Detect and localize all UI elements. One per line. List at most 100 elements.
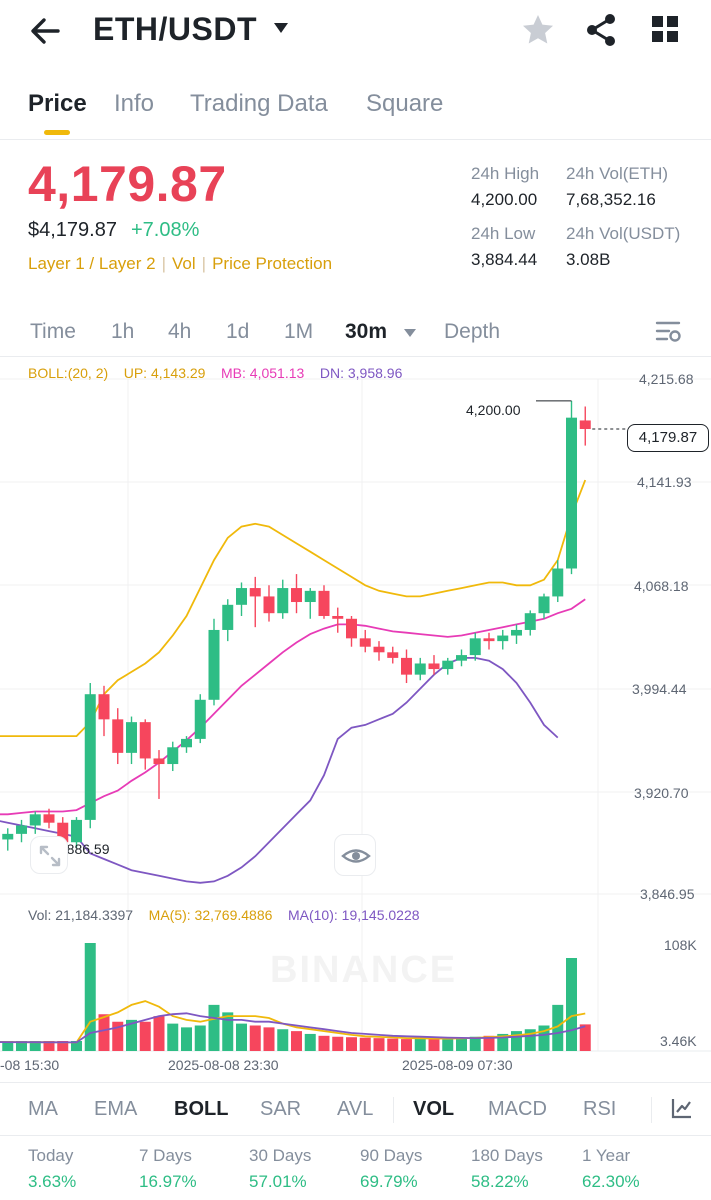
interval-30m[interactable]: 30m bbox=[345, 320, 388, 343]
vol-usdt-24h-value: 3.08B bbox=[566, 250, 611, 269]
perf-90d-value: 69.79% bbox=[360, 1172, 418, 1191]
candle-body bbox=[57, 822, 69, 843]
current-price-tag[interactable]: 4,179.87 bbox=[627, 424, 709, 452]
indicator-sar[interactable]: SAR bbox=[260, 1098, 302, 1120]
volume-bar bbox=[153, 1016, 165, 1051]
vol-usdt-24h-label: 24h Vol(USDT) bbox=[566, 224, 681, 243]
eye-icon[interactable] bbox=[334, 834, 376, 876]
volume-bar bbox=[208, 1004, 220, 1051]
volume-bar bbox=[497, 1033, 509, 1051]
perf-1y-value: 62.30% bbox=[582, 1172, 640, 1191]
star-icon[interactable] bbox=[520, 12, 556, 48]
indicator-vol[interactable]: VOL bbox=[413, 1098, 455, 1120]
interval-1d[interactable]: 1d bbox=[226, 320, 250, 343]
candle-body bbox=[456, 655, 467, 661]
volume-bar bbox=[2, 1041, 14, 1051]
volume-bar bbox=[428, 1038, 440, 1051]
indicator-settings-icon[interactable] bbox=[670, 1096, 694, 1120]
candle-body bbox=[16, 825, 27, 834]
indicator-ema[interactable]: EMA bbox=[94, 1098, 138, 1120]
tag-vol[interactable]: Vol bbox=[172, 254, 196, 273]
volume-bar bbox=[194, 1025, 206, 1051]
candle-body bbox=[181, 738, 192, 748]
perf-7d-label: 7 Days bbox=[139, 1146, 192, 1165]
volume-bar bbox=[511, 1031, 522, 1051]
interval-depth[interactable]: Depth bbox=[444, 320, 501, 343]
candle-body bbox=[442, 660, 454, 670]
interval-1h[interactable]: 1h bbox=[111, 320, 135, 343]
grid-icon[interactable] bbox=[650, 14, 680, 44]
tab-price[interactable]: Price bbox=[28, 90, 87, 117]
price-axis-label: 3,920.70 bbox=[634, 785, 689, 801]
tab-square[interactable]: Square bbox=[366, 90, 444, 117]
candle-body bbox=[469, 638, 481, 656]
candle-body bbox=[98, 694, 110, 720]
price-axis-label: 3,846.95 bbox=[640, 886, 695, 902]
fiat-price: $4,179.87 bbox=[28, 219, 117, 241]
candle-body bbox=[277, 588, 289, 614]
candle-body bbox=[2, 833, 14, 840]
interval-4h[interactable]: 4h bbox=[168, 320, 192, 343]
perf-90d-label: 90 Days bbox=[360, 1146, 423, 1165]
indicator-avl[interactable]: AVL bbox=[337, 1098, 374, 1120]
price-change-percent: +7.08% bbox=[131, 219, 200, 241]
volume-bar bbox=[414, 1038, 426, 1051]
high-24h-value: 4,200.00 bbox=[471, 190, 538, 209]
volume-bar bbox=[43, 1041, 55, 1051]
candle-body bbox=[29, 814, 41, 826]
tag-layer[interactable]: Layer 1 / Layer 2 bbox=[28, 254, 156, 273]
indicator-boll[interactable]: BOLL bbox=[174, 1098, 229, 1120]
candle-body bbox=[497, 635, 509, 642]
caret-down-icon[interactable] bbox=[272, 21, 290, 35]
volume-bar bbox=[181, 1027, 192, 1051]
volume-axis-label: 108K bbox=[664, 937, 697, 953]
tab-info[interactable]: Info bbox=[114, 90, 155, 117]
volume-ma10: MA(10): 19,145.0228 bbox=[287, 907, 420, 923]
tab-trading-data[interactable]: Trading Data bbox=[190, 90, 328, 117]
volume-bar bbox=[346, 1037, 357, 1051]
candle-body bbox=[153, 758, 165, 765]
candle-body bbox=[538, 596, 550, 614]
caret-down-icon[interactable] bbox=[403, 328, 417, 338]
boll-dn-value: DN: 3,958.96 bbox=[319, 365, 403, 381]
volume-bar bbox=[538, 1025, 550, 1051]
volume-bar bbox=[566, 957, 577, 1051]
time-axis-label: 2025-08-09 07:30 bbox=[402, 1057, 513, 1073]
candle-body bbox=[222, 604, 234, 630]
volume-bar bbox=[57, 1041, 69, 1051]
indicator-rsi[interactable]: RSI bbox=[583, 1098, 617, 1120]
candle-body bbox=[511, 629, 522, 636]
top-bar: ETH/USDT bbox=[0, 0, 711, 62]
candle-body bbox=[346, 618, 357, 639]
chart-settings-icon[interactable] bbox=[655, 319, 683, 345]
volume-bar bbox=[263, 1027, 275, 1051]
volume-bar bbox=[552, 1004, 564, 1051]
volume-bar bbox=[387, 1038, 399, 1051]
boll-params: BOLL:(20, 2) bbox=[28, 365, 109, 381]
interval-1m[interactable]: 1M bbox=[284, 320, 314, 343]
pair-title[interactable]: ETH/USDT bbox=[93, 11, 257, 47]
tag-price-protection[interactable]: Price Protection bbox=[212, 254, 333, 273]
chart-area[interactable]: BINANCE BOLL:(20, 2) UP: 4,143.29 MB: 4,… bbox=[0, 356, 711, 1074]
indicator-macd[interactable]: MACD bbox=[488, 1098, 547, 1120]
volume-bar bbox=[469, 1036, 481, 1051]
candle-body bbox=[84, 694, 96, 820]
candlestick-chart[interactable] bbox=[0, 357, 711, 1075]
candle-body bbox=[112, 719, 124, 753]
perf-7d-value: 16.97% bbox=[139, 1172, 197, 1191]
price-axis-label: 4,215.68 bbox=[639, 371, 694, 387]
candle-body bbox=[139, 722, 151, 759]
volume-bar bbox=[483, 1035, 495, 1051]
low-24h-label: 24h Low bbox=[471, 224, 536, 243]
volume-bar bbox=[71, 1041, 82, 1051]
volume-bar bbox=[236, 1023, 247, 1051]
vol-eth-24h-value: 7,68,352.16 bbox=[566, 190, 656, 209]
indicator-divider bbox=[393, 1097, 394, 1123]
boll-mb-value: MB: 4,051.13 bbox=[221, 365, 305, 381]
volume-ma10-line bbox=[0, 1012, 586, 1044]
indicator-ma[interactable]: MA bbox=[28, 1098, 58, 1120]
share-icon[interactable] bbox=[584, 12, 618, 48]
interval-time[interactable]: Time bbox=[30, 320, 76, 343]
fullscreen-icon[interactable] bbox=[30, 836, 68, 874]
back-arrow-icon[interactable] bbox=[28, 14, 62, 48]
